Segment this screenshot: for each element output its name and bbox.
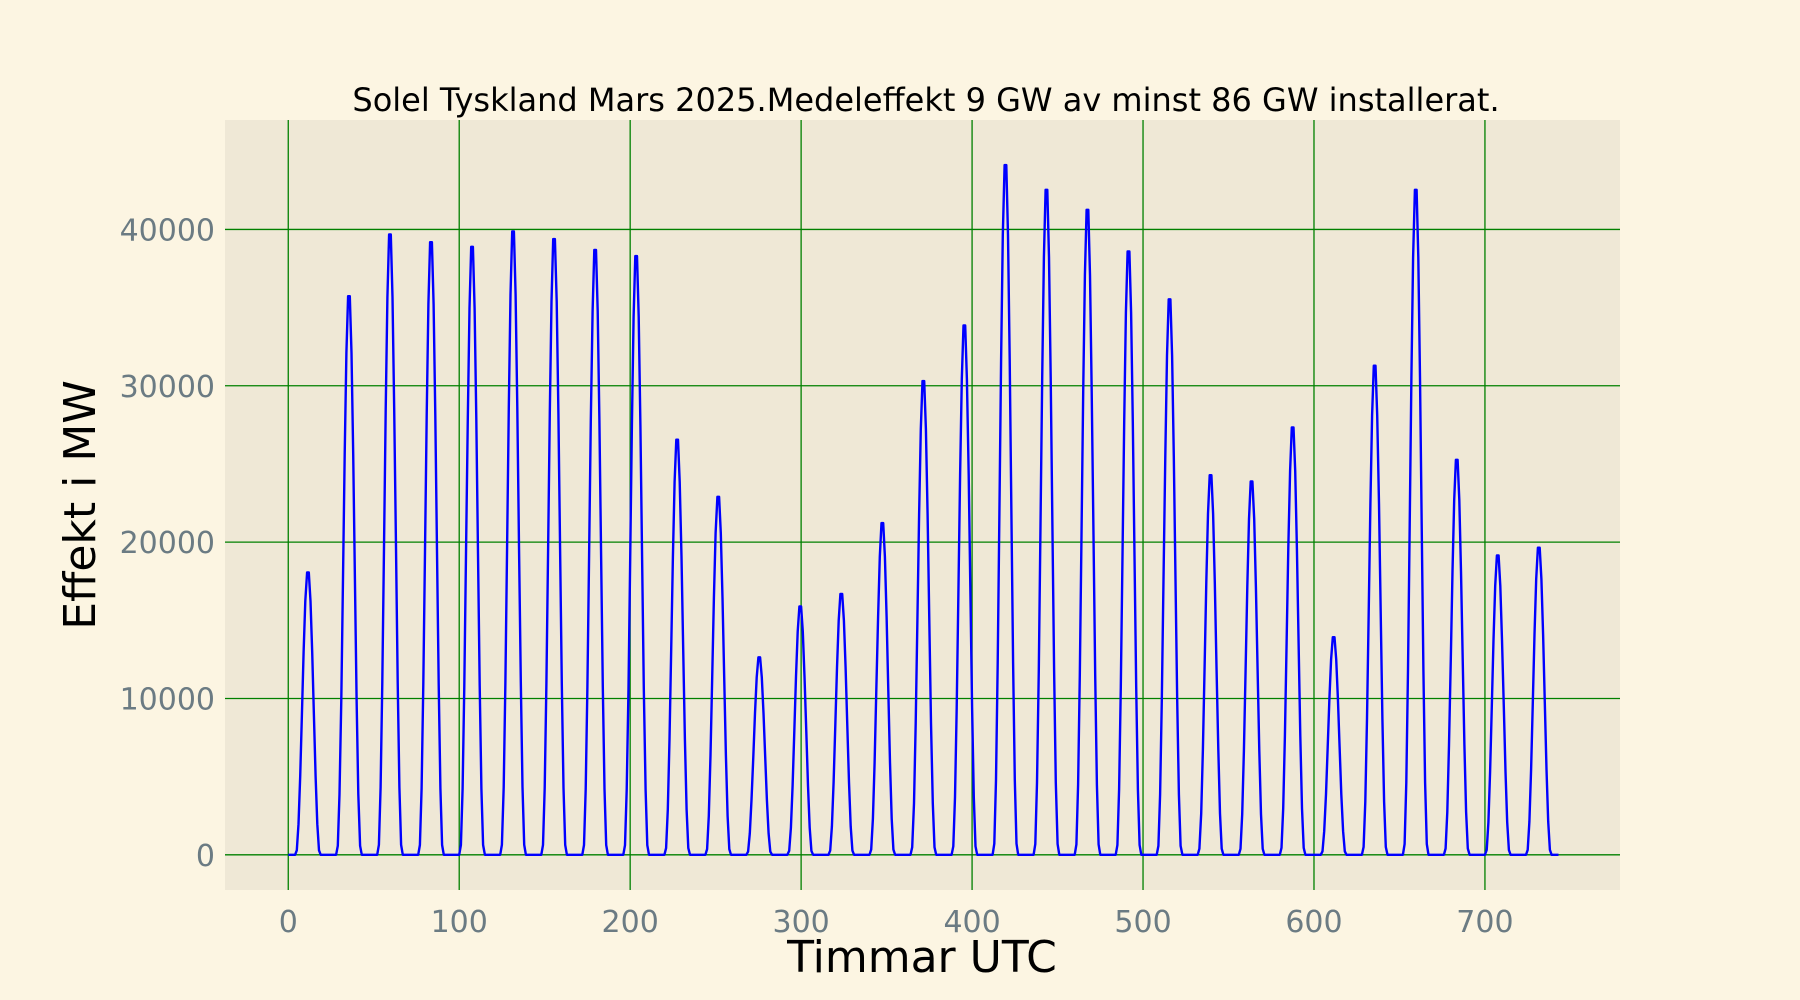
- y-tick-label: 40000: [120, 213, 215, 248]
- y-tick-label: 30000: [120, 370, 215, 405]
- x-tick-label: 300: [772, 905, 829, 940]
- x-tick-label: 100: [431, 905, 488, 940]
- y-tick-label: 0: [196, 839, 215, 874]
- plot-area: [225, 120, 1620, 890]
- y-axis-label: Effekt i MW: [55, 380, 106, 630]
- x-tick-label: 200: [602, 905, 659, 940]
- x-axis-label: Timmar UTC: [786, 932, 1057, 983]
- x-tick-label: 400: [943, 905, 1000, 940]
- y-tick-label: 20000: [120, 526, 215, 561]
- y-tick-label: 10000: [120, 682, 215, 717]
- x-tick-label: 500: [1114, 905, 1171, 940]
- x-tick-label: 0: [279, 905, 298, 940]
- y-tick-labels: 0 10000 20000 30000 40000: [120, 213, 215, 873]
- x-tick-label: 600: [1285, 905, 1342, 940]
- x-tick-label: 700: [1456, 905, 1513, 940]
- chart-title: Solel Tyskland Mars 2025.Medeleffekt 9 G…: [352, 81, 1499, 119]
- x-tick-labels: 0 100 200 300 400 500 600 700: [279, 905, 1514, 940]
- solar-output-line: [288, 163, 1559, 856]
